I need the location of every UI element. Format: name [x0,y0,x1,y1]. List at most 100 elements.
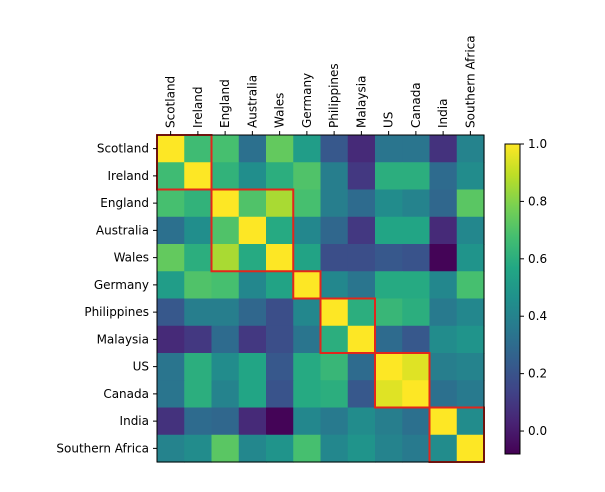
colorbar-tick-label-4: 0.8 [528,194,547,208]
heatmap-cell-1-0 [157,162,185,191]
heatmap-cell-2-3 [238,189,267,218]
heatmap-cell-1-3 [238,162,267,191]
heatmap-cell-9-6 [320,380,349,409]
heatmap-cell-4-11 [456,244,485,272]
heatmap-cell-10-4 [266,407,294,436]
heatmap-cell-10-0 [157,407,185,436]
colorbar-ticks: 0.0 0.2 0.4 0.6 0.8 1.0 [520,137,547,438]
x-tick-label-7: Malaysia [354,76,368,128]
heatmap-cell-8-9 [402,353,431,381]
heatmap-cell-6-0 [157,298,185,327]
heatmap-cell-8-2 [211,353,240,381]
heatmap-cell-6-8 [375,298,403,327]
heatmap-cell-1-10 [429,162,458,191]
heatmap-cell-4-4 [266,244,294,272]
heatmap-cell-11-11 [456,434,485,463]
cluster-outline-3 [319,297,376,354]
heatmap-cell-4-5 [293,244,322,272]
heatmap-cell-2-7 [347,189,376,218]
heatmap-cell-5-9 [402,271,431,300]
heatmap-cell-8-8 [375,353,403,381]
heatmap-cell-7-2 [211,325,240,354]
heatmap-cell-9-5 [293,380,322,409]
heatmap-cell-10-3 [238,407,267,436]
heatmap-cell-9-4 [266,380,294,409]
heatmap-cell-5-6 [320,271,349,300]
heatmap-cell-10-9 [402,407,431,436]
heatmap-cell-0-5 [293,135,322,163]
heatmap-cell-5-10 [429,271,458,300]
heatmap-cell-11-10 [429,434,458,463]
heatmap-cell-5-0 [157,271,185,300]
x-tick-label-10: India [436,99,450,128]
heatmap-cell-0-1 [184,135,213,163]
y-tick-label-10: India [120,414,149,428]
y-tick-label-1: Ireland [107,169,149,183]
heatmap-cell-7-5 [293,325,322,354]
heatmap-cell-11-2 [211,434,240,463]
heatmap-cell-1-5 [293,162,322,191]
heatmap-cell-7-11 [456,325,485,354]
colorbar-tick-label-0: 0.0 [528,424,547,438]
heatmap-cell-5-3 [238,271,267,300]
heatmap-cell-1-6 [320,162,349,191]
heatmap-cell-8-11 [456,353,485,381]
heatmap-cell-10-11 [456,407,485,436]
heatmap-cell-2-4 [266,189,294,218]
colorbar-tick-label-1: 0.2 [528,367,547,381]
heatmap-cell-0-8 [375,135,403,163]
x-tick-label-9: Canada [409,82,423,128]
heatmap-cell-0-2 [211,135,240,163]
heatmap-cell-9-8 [375,380,403,409]
heatmap-cell-3-6 [320,216,349,245]
heatmap-cell-0-7 [347,135,376,163]
cluster-outline-1 [210,188,295,273]
heatmap-cell-2-9 [402,189,431,218]
heatmap-cell-4-10 [429,244,458,272]
heatmap-cell-2-1 [184,189,213,218]
heatmap-cell-6-4 [266,298,294,327]
heatmap-cell-2-0 [157,189,185,218]
heatmap-cell-9-9 [402,380,431,409]
heatmap-cell-1-9 [402,162,431,191]
heatmap-cell-3-7 [347,216,376,245]
y-tick-labels: Scotland Ireland England Australia Wales Germ… [56,142,157,455]
heatmap-cell-3-11 [456,216,485,245]
heatmap-cell-0-11 [456,135,485,163]
heatmap-cell-5-7 [347,271,376,300]
heatmap-cell-2-5 [293,189,322,218]
heatmap-cells [157,135,485,463]
heatmap-cell-11-1 [184,434,213,463]
x-tick-label-8: US [382,112,396,128]
heatmap-cell-6-9 [402,298,431,327]
heatmap-cell-3-0 [157,216,185,245]
heatmap-cell-11-5 [293,434,322,463]
heatmap-cell-0-3 [238,135,267,163]
heatmap-cell-10-2 [211,407,240,436]
colorbar-tick-label-5: 1.0 [528,137,547,151]
heatmap-cell-5-11 [456,271,485,300]
heatmap-cell-8-5 [293,353,322,381]
heatmap-cell-10-5 [293,407,322,436]
heatmap-cell-3-2 [211,216,240,245]
heatmap-cell-10-7 [347,407,376,436]
heatmap-cell-3-8 [375,216,403,245]
heatmap-cell-7-0 [157,325,185,354]
heatmap-cell-8-4 [266,353,294,381]
y-tick-label-0: Scotland [97,142,149,156]
heatmap-cell-10-8 [375,407,403,436]
heatmap-cell-0-10 [429,135,458,163]
heatmap-cell-11-6 [320,434,349,463]
heatmap-cell-6-5 [293,298,322,327]
heatmap-cell-7-1 [184,325,213,354]
heatmap-cell-6-6 [320,298,349,327]
heatmap-cell-9-1 [184,380,213,409]
heatmap-cell-8-10 [429,353,458,381]
heatmap-cell-4-0 [157,244,185,272]
heatmap-cell-4-7 [347,244,376,272]
heatmap-cell-5-5 [293,271,322,300]
heatmap-cell-2-11 [456,189,485,218]
heatmap-cell-7-4 [266,325,294,354]
x-tick-label-1: Ireland [191,86,205,128]
